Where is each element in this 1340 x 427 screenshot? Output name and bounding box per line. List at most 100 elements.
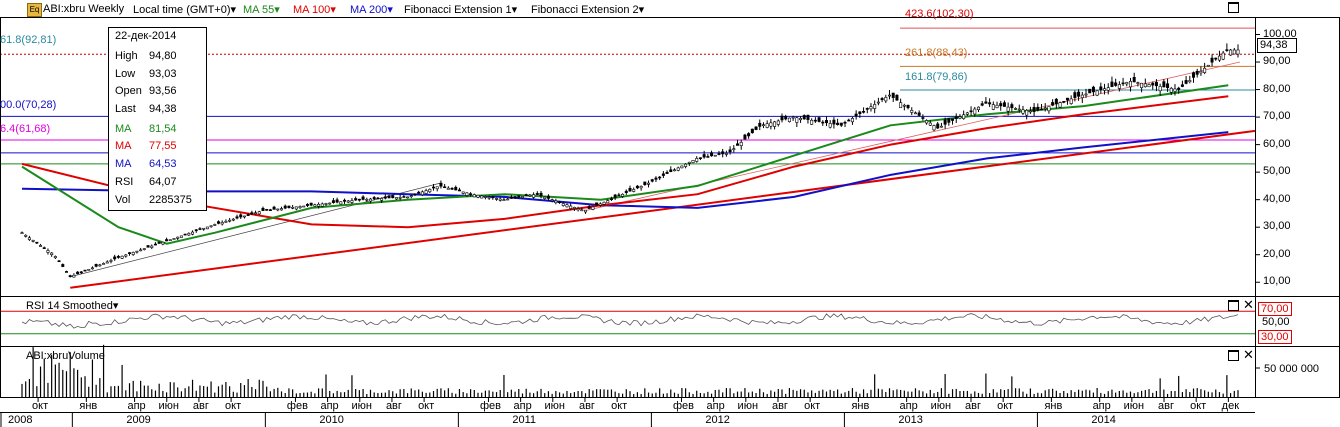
rsi-maximize-icon[interactable] <box>1228 300 1239 311</box>
fib-label-000: 00.0(70,28) <box>0 99 57 111</box>
last-price-box: 94,38 <box>1257 38 1297 53</box>
candle-body <box>64 271 68 273</box>
candle-body <box>787 117 791 122</box>
candle-body <box>1021 109 1025 114</box>
candle-body <box>502 199 506 201</box>
candle-body <box>72 274 76 278</box>
candle-body <box>906 104 910 109</box>
candle-body <box>1032 106 1036 112</box>
rsi-close-icon[interactable]: ✕ <box>1243 297 1254 312</box>
candle-body <box>194 229 198 232</box>
volume-maximize-icon[interactable] <box>1228 350 1239 361</box>
candle-body <box>432 186 436 189</box>
candle-body <box>595 202 599 206</box>
month-label: фев <box>672 400 694 412</box>
fib-label-64: 6.4(61,68) <box>0 123 51 135</box>
candle-body <box>1206 64 1210 67</box>
candle-body <box>569 205 573 209</box>
candle-body <box>710 152 714 157</box>
ma55-line <box>21 84 1229 245</box>
candle-body <box>847 119 851 122</box>
candle-body <box>287 205 291 209</box>
rsi-panel-label[interactable]: RSI 14 Smoothed▾ <box>26 300 119 312</box>
candle-body <box>1010 104 1014 109</box>
candle-body <box>928 122 932 126</box>
candle-body <box>602 201 606 205</box>
candle-body <box>1088 88 1092 94</box>
candle-body <box>747 133 751 137</box>
candle-body <box>969 110 973 113</box>
candle-body <box>1221 52 1225 60</box>
month-label: апр <box>1092 400 1111 412</box>
candle-body <box>676 167 680 171</box>
maximize-icon[interactable] <box>1228 2 1239 13</box>
candle-body <box>1225 49 1229 51</box>
trend-line-red <box>70 129 1256 289</box>
month-label: апр <box>706 400 725 412</box>
candle-body <box>765 123 769 128</box>
candle-body <box>50 252 54 255</box>
candle-body <box>1136 82 1140 84</box>
candle-body <box>724 152 728 155</box>
candle-body <box>606 200 610 204</box>
indicator-ma100[interactable]: MA 100▾ <box>293 4 336 16</box>
price-series <box>20 43 1240 278</box>
year-label: 2008 <box>8 414 33 426</box>
price-tick-label: 40,00 <box>1263 192 1291 205</box>
candle-body <box>120 255 124 259</box>
candle-body <box>958 116 962 119</box>
volume-close-icon[interactable]: ✕ <box>1243 347 1254 362</box>
ohlc-info-box: 22-дек-2014 High 94,80 Low 93,03 Open 93,56… <box>108 27 207 211</box>
fib-label-161: 161.8(79,86) <box>905 71 968 83</box>
candle-body <box>591 206 595 210</box>
candle-body <box>1195 70 1199 75</box>
candle-body <box>109 260 113 262</box>
rsi-line <box>21 313 1239 329</box>
candle-body <box>1177 87 1181 90</box>
candle-body <box>665 172 669 174</box>
candle-body <box>376 197 380 200</box>
candle-body <box>884 97 888 102</box>
candle-body <box>250 212 254 215</box>
candle-body <box>1173 88 1177 92</box>
candle-body <box>609 198 613 200</box>
candle-body <box>821 121 825 124</box>
candle-body <box>202 227 206 230</box>
month-label: авг <box>578 400 595 412</box>
candle-body <box>954 116 958 119</box>
candle-body <box>761 124 765 127</box>
symbol-label[interactable]: ABI:xbru Weekly <box>43 3 125 15</box>
candle-body <box>413 193 417 196</box>
candle-body <box>739 141 743 146</box>
candle-body <box>235 216 239 219</box>
month-label: апр <box>127 400 146 412</box>
month-label: июн <box>351 400 372 412</box>
candle-body <box>35 241 39 244</box>
candle-body <box>1095 90 1099 96</box>
candle-body <box>806 114 810 120</box>
candle-body <box>116 256 120 258</box>
month-label: янв <box>1044 400 1063 412</box>
timezone-label[interactable]: Local time (GMT+0)▾ <box>133 4 237 16</box>
candle-body <box>769 122 773 127</box>
candle-body <box>639 186 643 189</box>
candle-body <box>491 196 495 199</box>
price-tick-label: 100,00 <box>1263 27 1297 40</box>
candle-body <box>146 245 150 248</box>
candle-body <box>1099 86 1103 91</box>
indicator-ma200[interactable]: MA 200▾ <box>350 4 393 16</box>
candle-body <box>83 269 87 272</box>
indicator-ma55[interactable]: MA 55▾ <box>243 4 280 16</box>
symbol-icon[interactable]: Eq <box>27 3 42 17</box>
candle-body <box>587 206 591 209</box>
candle-body <box>680 165 684 169</box>
indicator-fib-ext-1[interactable]: Fibonacci Extension 1▾ <box>404 4 518 16</box>
indicator-fib-ext-2[interactable]: Fibonacci Extension 2▾ <box>531 4 645 16</box>
year-label: 2011 <box>512 414 537 426</box>
candle-body <box>1188 80 1192 83</box>
candle-body <box>124 254 128 257</box>
candle-body <box>528 194 532 197</box>
rsi-tick-30: 30,00 <box>1258 330 1292 344</box>
candle-body <box>150 245 154 248</box>
candle-body <box>580 209 584 212</box>
